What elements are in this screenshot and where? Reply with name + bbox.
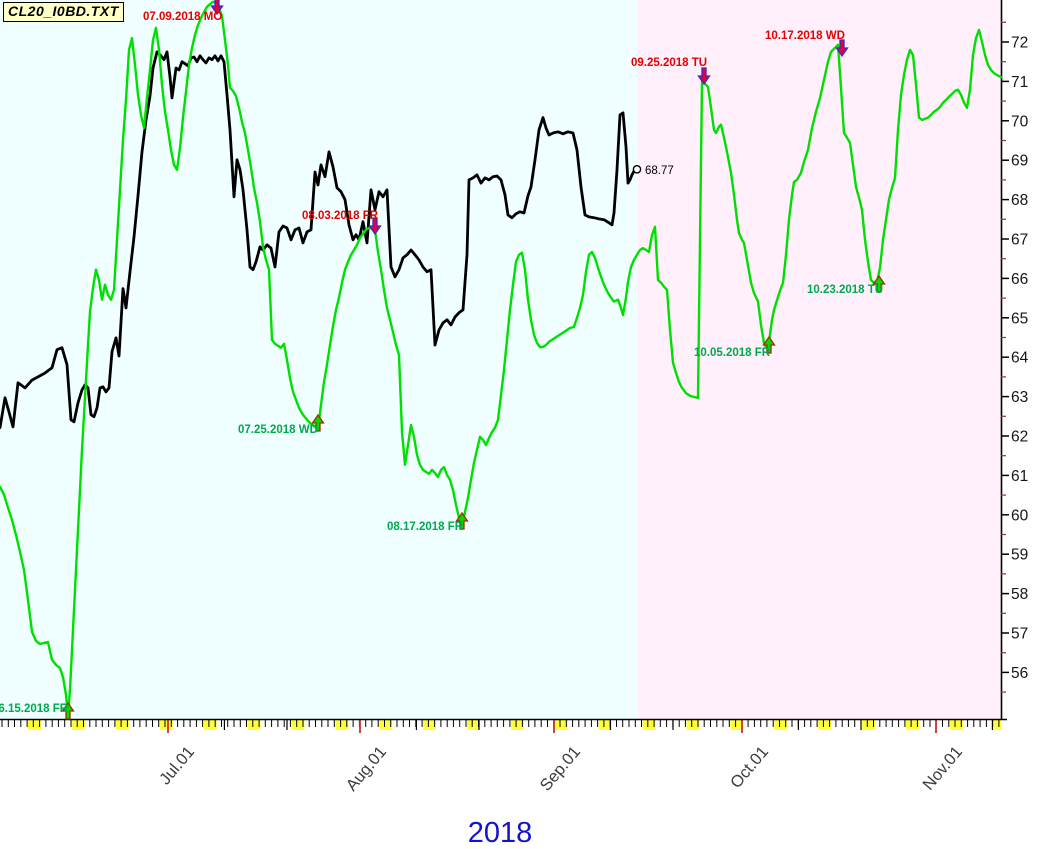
peak-arrow-icon bbox=[835, 39, 849, 58]
weekend-highlight bbox=[862, 719, 876, 730]
y-axis-label: 59 bbox=[1011, 547, 1028, 564]
y-axis-label: 64 bbox=[1011, 350, 1029, 367]
weekend-highlight bbox=[730, 719, 744, 730]
trough-arrow-icon bbox=[311, 413, 325, 432]
y-axis-label: 63 bbox=[1011, 389, 1028, 406]
trough-annotation-label: 07.25.2018 WD bbox=[238, 424, 318, 436]
trough-annotation-label: 10.05.2018 FR bbox=[694, 347, 771, 359]
weekend-highlight bbox=[642, 719, 656, 730]
y-axis-label: 65 bbox=[1011, 310, 1028, 327]
trough-arrow-icon bbox=[762, 335, 776, 354]
series-price-history bbox=[0, 50, 637, 430]
region-forecast bbox=[638, 0, 1001, 719]
y-axis-label: 69 bbox=[1011, 153, 1028, 170]
y-axis-label: 72 bbox=[1011, 35, 1028, 52]
peak-annotation-label: 10.17.2018 WD bbox=[765, 30, 845, 42]
chart-title: CL20_I0BD.TXT bbox=[8, 3, 119, 19]
trough-annotation-label: 06.15.2018 FR bbox=[0, 703, 69, 715]
trough-arrow-icon bbox=[872, 274, 886, 293]
trough-annotation-label: 10.23.2018 TU bbox=[807, 284, 883, 296]
month-label: Sep.01 bbox=[537, 743, 584, 795]
month-label: Oct.01 bbox=[727, 743, 772, 792]
peak-annotation-label: 07.09.2018 MO bbox=[143, 11, 222, 23]
year-label: 2018 bbox=[468, 817, 533, 849]
y-axis-label: 61 bbox=[1011, 468, 1028, 485]
y-axis-label: 66 bbox=[1011, 271, 1028, 288]
weekend-highlight bbox=[510, 719, 524, 730]
month-label: Aug.01 bbox=[343, 743, 390, 795]
weekend-highlight bbox=[423, 719, 437, 730]
weekend-highlight bbox=[335, 719, 349, 730]
y-axis-label: 68 bbox=[1011, 192, 1028, 209]
weekend-highlight bbox=[28, 719, 41, 730]
y-axis-label: 60 bbox=[1011, 507, 1029, 524]
last-price-label: 68.77 bbox=[645, 165, 674, 177]
trough-arrow-icon bbox=[455, 511, 469, 530]
y-axis-label: 58 bbox=[1011, 586, 1028, 603]
peak-arrow-icon bbox=[210, 0, 224, 16]
month-label: Nov.01 bbox=[919, 743, 966, 794]
weekend-highlight bbox=[993, 719, 1001, 730]
weekend-highlight bbox=[554, 719, 568, 730]
weekend-highlight bbox=[115, 719, 129, 730]
trough-arrow-icon bbox=[61, 701, 75, 720]
weekend-highlight bbox=[291, 719, 305, 730]
weekend-highlight bbox=[686, 719, 700, 730]
y-axis-label: 57 bbox=[1011, 626, 1028, 643]
weekend-highlight bbox=[203, 719, 217, 730]
y-axis-label: 71 bbox=[1011, 74, 1028, 91]
y-axis-label: 67 bbox=[1011, 232, 1028, 249]
weekend-highlight bbox=[906, 719, 919, 730]
y-axis-label: 62 bbox=[1011, 429, 1028, 446]
region-history bbox=[0, 0, 638, 719]
weekend-highlight bbox=[774, 719, 788, 730]
peak-arrow-icon bbox=[697, 67, 711, 86]
weekend-highlight bbox=[467, 719, 480, 730]
y-axis-label: 70 bbox=[1011, 113, 1029, 130]
weekend-highlight bbox=[247, 719, 261, 730]
weekend-highlight bbox=[949, 719, 963, 730]
peak-annotation-label: 08.03.2018 FR bbox=[302, 210, 379, 222]
weekend-highlight bbox=[598, 719, 612, 730]
weekend-highlight bbox=[379, 719, 393, 730]
last-price-marker bbox=[632, 164, 642, 174]
peak-annotation-label: 09.25.2018 TU bbox=[631, 57, 707, 69]
month-label: Jul.01 bbox=[156, 743, 198, 788]
trough-annotation-label: 08.17.2018 FR bbox=[387, 521, 464, 533]
y-axis-label: 56 bbox=[1011, 665, 1028, 682]
chart-title-box[interactable]: CL20_I0BD.TXT bbox=[3, 2, 124, 22]
peak-arrow-icon bbox=[368, 217, 382, 236]
weekend-highlight bbox=[71, 719, 85, 730]
weekend-highlight bbox=[818, 719, 832, 730]
weekend-highlight bbox=[159, 719, 173, 730]
